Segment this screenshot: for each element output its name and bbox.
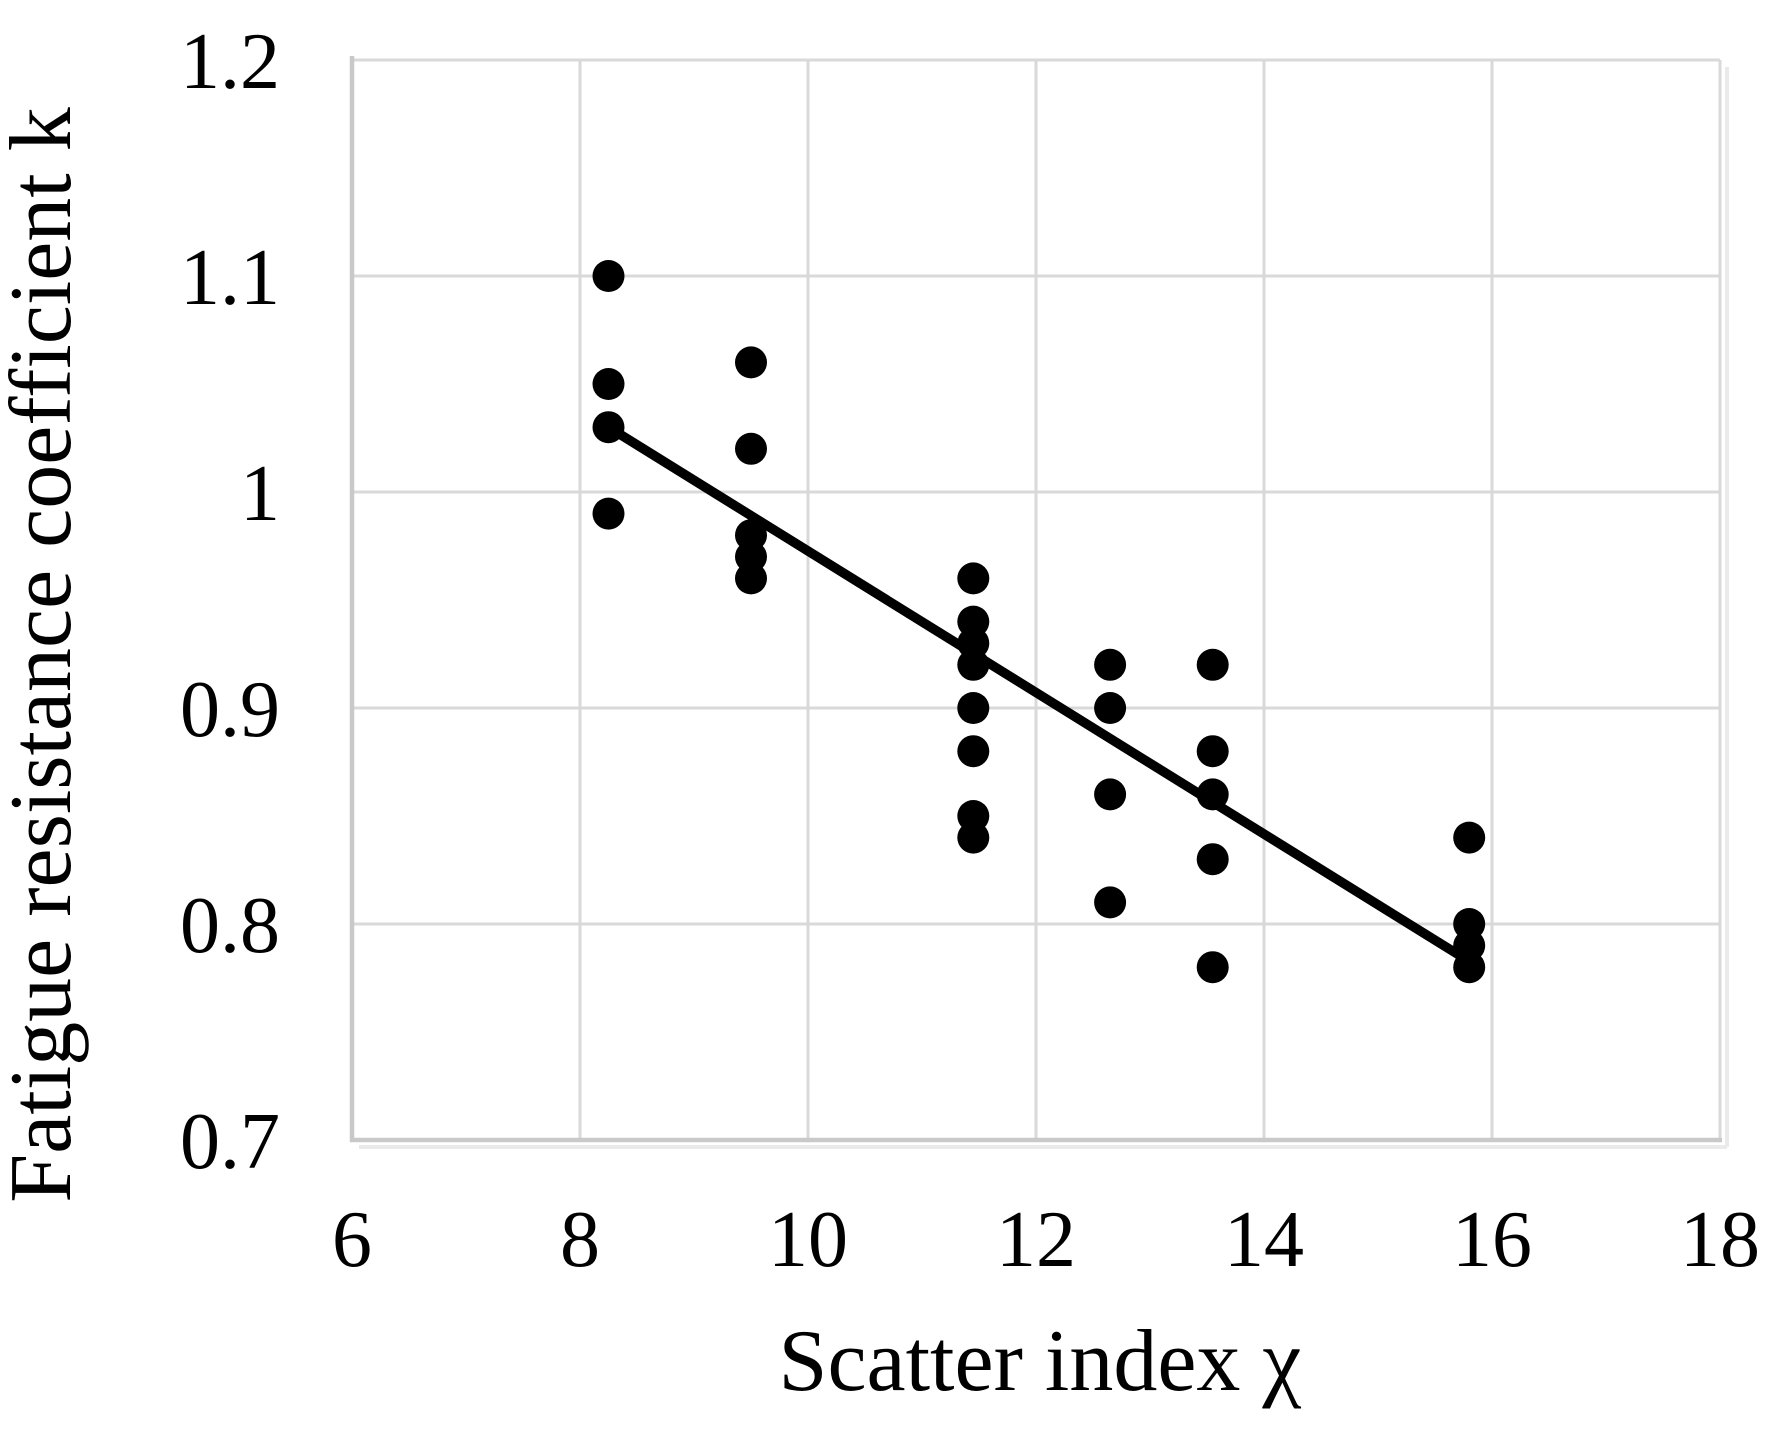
data-point xyxy=(1453,951,1486,984)
scatter-points xyxy=(592,260,1486,984)
y-tick-label: 0.9 xyxy=(180,666,280,754)
data-point xyxy=(1196,735,1229,768)
trendline xyxy=(603,422,1466,962)
y-tick-label: 1 xyxy=(240,450,280,538)
data-point xyxy=(592,411,625,444)
x-tick-label: 16 xyxy=(1452,1196,1532,1284)
y-axis-tick-labels: 1.2 1.1 1 0.9 0.8 0.7 xyxy=(180,18,280,1186)
data-point xyxy=(1094,648,1127,681)
plot-border-shadow xyxy=(359,67,1729,1149)
data-point xyxy=(1196,648,1229,681)
x-tick-label: 6 xyxy=(332,1196,372,1284)
data-point xyxy=(735,562,767,595)
data-point xyxy=(1196,778,1229,811)
y-tick-label: 0.8 xyxy=(180,882,280,970)
data-point xyxy=(1196,951,1229,984)
x-tick-label: 18 xyxy=(1680,1196,1760,1284)
data-point xyxy=(735,346,767,379)
data-point xyxy=(957,735,990,768)
y-tick-label: 1.1 xyxy=(180,234,280,322)
axis-lines xyxy=(349,56,1722,1143)
data-point xyxy=(1453,821,1486,854)
data-point xyxy=(957,692,990,724)
x-axis-title: Scatter index χ xyxy=(779,1313,1302,1410)
data-point xyxy=(1094,778,1127,811)
x-tick-label: 8 xyxy=(560,1196,600,1284)
y-tick-label: 0.7 xyxy=(180,1098,280,1186)
y-axis-title: Fatigue resistance coefficient k xyxy=(0,107,90,1203)
data-point xyxy=(592,260,625,292)
gridlines xyxy=(350,58,1722,1142)
data-point xyxy=(592,368,625,400)
data-point xyxy=(1196,843,1229,876)
y-tick-label: 1.2 xyxy=(180,18,280,106)
x-tick-label: 10 xyxy=(768,1196,848,1284)
data-point xyxy=(957,562,990,595)
data-point xyxy=(592,497,625,530)
data-point xyxy=(1094,886,1127,919)
data-point xyxy=(1094,692,1127,724)
x-tick-label: 14 xyxy=(1224,1196,1304,1284)
data-point xyxy=(735,432,767,465)
data-point xyxy=(957,821,990,854)
x-tick-label: 12 xyxy=(996,1196,1076,1284)
data-point xyxy=(957,648,990,681)
x-axis-tick-labels: 6 8 10 12 14 16 18 xyxy=(332,1196,1760,1284)
